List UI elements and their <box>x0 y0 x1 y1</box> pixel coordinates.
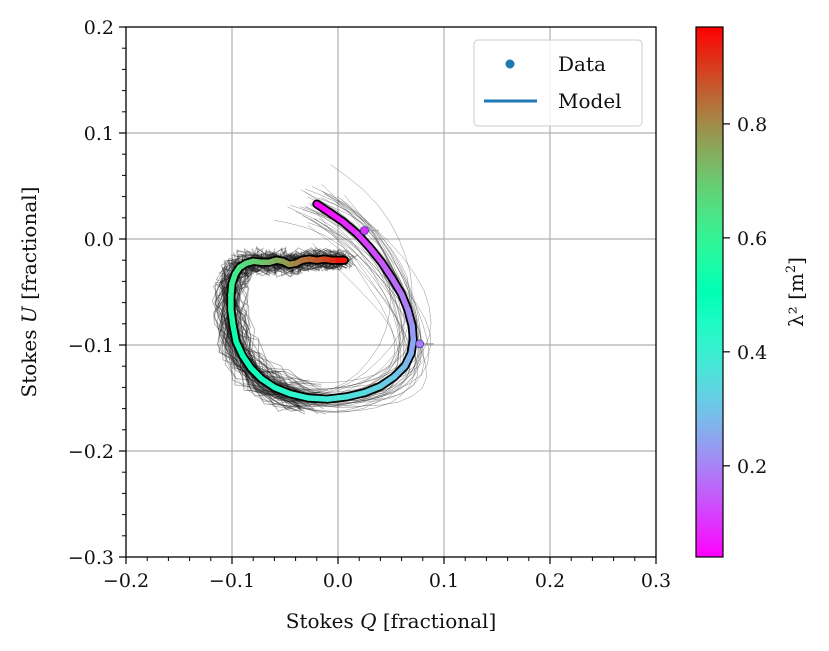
posterior-sample-dense <box>220 257 337 405</box>
x-tick-label: 0.2 <box>535 570 565 592</box>
x-tick-label: 0.0 <box>323 570 353 592</box>
model-segment <box>271 384 294 397</box>
y-axis-title: Stokes U [fractional] <box>17 187 41 398</box>
model-segment <box>305 395 331 402</box>
legend: Data Model <box>473 39 643 127</box>
legend-box <box>473 39 643 127</box>
posterior-sample-dense <box>223 247 344 391</box>
model-segment <box>367 244 385 266</box>
posterior-sample-dense <box>222 248 343 393</box>
colorbar-tick-label: 0.4 <box>737 342 767 364</box>
colorbar-ticks: 0.2 0.4 0.6 0.8 <box>723 114 767 478</box>
colorbar-tick-label: 0.2 <box>737 456 767 478</box>
legend-data-marker <box>505 59 515 69</box>
y-tick-label: −0.3 <box>68 547 114 569</box>
model-segment <box>377 374 397 390</box>
y-tick-label: −0.2 <box>68 441 114 463</box>
legend-data-label: Data <box>558 52 606 76</box>
colorbar-label: λ² [m2] <box>784 257 808 327</box>
legend-model-label: Model <box>558 89 622 113</box>
model-segment <box>398 291 411 313</box>
model-segment <box>378 259 395 281</box>
x-tick-label: −0.2 <box>103 570 149 592</box>
plot-frame <box>125 26 657 558</box>
x-axis-title: Stokes Q [fractional] <box>286 609 497 633</box>
model-segment <box>354 230 373 251</box>
posterior-sample-dense <box>229 247 351 391</box>
model-segment <box>326 209 347 225</box>
data-point <box>415 339 425 349</box>
posterior-sample-dense <box>220 259 346 407</box>
model-segment <box>361 383 384 396</box>
model-segment <box>324 394 350 402</box>
colorbar-tick-label: 0.6 <box>737 228 767 250</box>
posterior-sample-dense <box>235 245 356 387</box>
y-axis: −0.3 −0.2 −0.1 0.0 0.1 0.2 <box>68 17 126 569</box>
model-segment <box>340 219 360 237</box>
posterior-sample-dense <box>225 259 350 412</box>
posterior-sample-dense <box>216 260 339 412</box>
posterior-sample-dense <box>231 248 347 388</box>
y-tick-label: 0.2 <box>84 17 114 39</box>
posterior-sample-dense <box>223 261 343 411</box>
posterior-sample-dense <box>223 258 341 413</box>
y-tick-label: −0.1 <box>68 335 114 357</box>
model-curve <box>226 199 418 404</box>
model-segment <box>287 391 312 401</box>
x-tick-label: −0.1 <box>209 570 255 592</box>
colorbar-scale <box>695 26 724 558</box>
data-point <box>360 226 369 235</box>
colorbar: 0.2 0.4 0.6 0.8 λ² [m2] <box>695 26 808 558</box>
colorbar-tick-label: 0.8 <box>737 114 767 136</box>
y-tick-label: 0.0 <box>84 229 114 251</box>
model-segment <box>389 275 405 297</box>
model-segment <box>343 389 368 400</box>
y-tick-label: 0.1 <box>84 123 114 145</box>
posterior-sample-dense <box>223 259 349 408</box>
posterior-sample-dense <box>235 247 357 391</box>
x-tick-label: 0.3 <box>641 570 671 592</box>
data-points <box>360 226 425 349</box>
x-axis: −0.2 −0.1 0.0 0.1 0.2 0.3 <box>103 557 671 592</box>
x-tick-label: 0.1 <box>429 570 459 592</box>
